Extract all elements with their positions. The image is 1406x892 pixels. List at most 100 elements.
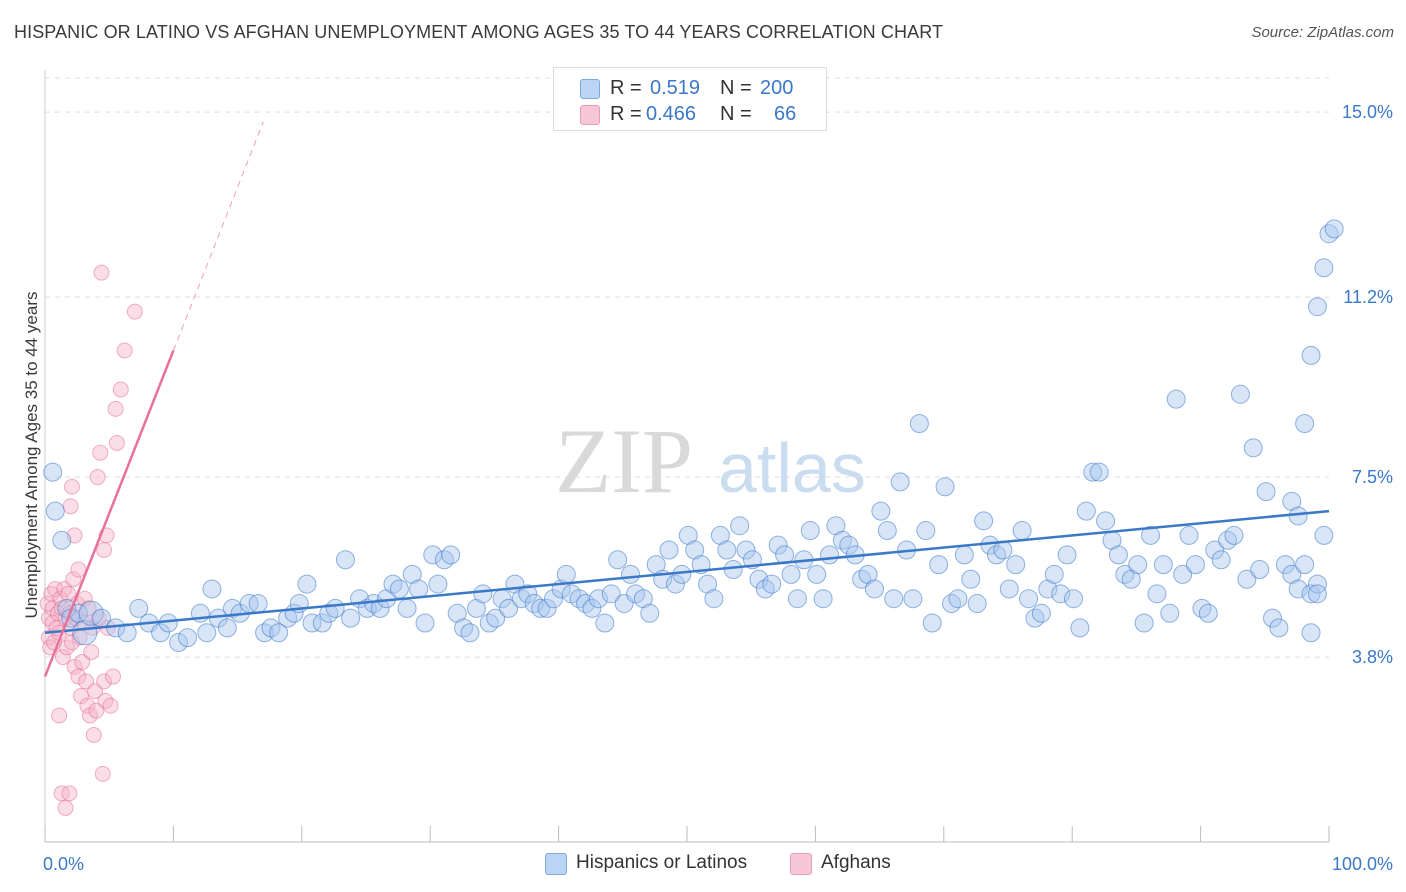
hispanic-point: [1288, 579, 1308, 599]
hispanic-point: [884, 589, 904, 609]
hispanic-point: [1108, 545, 1128, 565]
hispanic-point: [999, 579, 1019, 599]
y-tick-label: 15.0%: [1342, 102, 1393, 122]
hispanic-point: [961, 569, 981, 589]
hispanic-point: [1044, 564, 1064, 584]
hispanic-point: [1269, 618, 1289, 638]
legend-label: Hispanics or Latinos: [576, 852, 748, 873]
afghans-point: [63, 634, 80, 651]
hispanic-point: [1237, 569, 1257, 589]
afghans-point: [92, 444, 109, 461]
afghans-point: [76, 590, 93, 607]
y-tick-label: 11.2%: [1343, 287, 1393, 307]
chart-title: HISPANIC OR LATINO VS AFGHAN UNEMPLOYMEN…: [14, 22, 944, 42]
hispanic-point: [460, 623, 480, 643]
hispanic-point: [302, 613, 322, 633]
afghans-points: [39, 264, 143, 816]
hispanic-point: [736, 540, 756, 560]
r-value: 0.519: [650, 77, 701, 99]
afghans-point: [61, 785, 78, 802]
afghans-point: [105, 668, 122, 685]
y-tick-label: 7.5%: [1352, 467, 1393, 487]
hispanic-point: [1019, 589, 1039, 609]
afghans-point: [80, 600, 97, 617]
afghans-point: [57, 799, 74, 816]
hispanic-point: [1147, 584, 1167, 604]
hispanic-point: [974, 511, 994, 531]
hispanic-point: [473, 584, 493, 604]
hispanic-point: [1301, 345, 1321, 365]
hispanic-swatch: [545, 853, 567, 875]
hispanic-point: [45, 501, 65, 521]
hispanic-point: [948, 589, 968, 609]
r-label: R =: [610, 77, 642, 99]
correlation-legend: R = 0.519 N = 200 R = 0.466 N = 66: [553, 67, 827, 131]
hispanic-point: [43, 462, 63, 482]
x-tick-label: 100.0%: [1332, 854, 1393, 874]
source-label: Source: ZipAtlas.com: [1251, 24, 1394, 41]
hispanic-points: [43, 219, 1344, 652]
hispanic-point: [1192, 598, 1212, 618]
hispanic-point: [1089, 462, 1109, 482]
hispanic-point: [1301, 584, 1321, 604]
hispanic-point: [389, 579, 409, 599]
hispanic-point: [1250, 559, 1270, 579]
hispanic-point: [1070, 618, 1090, 638]
legend-label: Afghans: [821, 852, 891, 873]
hispanic-point: [518, 584, 538, 604]
hispanic-point: [1307, 574, 1327, 594]
afghans-point: [89, 469, 106, 486]
hispanic-point: [762, 574, 782, 594]
hispanic-point: [852, 569, 872, 589]
afghans-point: [70, 668, 87, 685]
hispanic-point: [537, 598, 557, 618]
hispanic-point: [511, 589, 531, 609]
hispanic-point: [1153, 555, 1173, 575]
hispanic-point: [1314, 525, 1334, 545]
afghans-point: [65, 571, 82, 588]
hispanic-point: [72, 620, 98, 646]
hispanic-point: [1173, 564, 1193, 584]
hispanic-point: [569, 589, 589, 609]
hispanic-point: [1324, 219, 1344, 239]
hispanic-point: [255, 623, 275, 643]
hispanic-point: [1307, 584, 1327, 604]
hispanic-point: [922, 613, 942, 633]
hispanic-point: [1096, 511, 1116, 531]
hispanic-point: [158, 613, 178, 633]
hispanic-point: [1243, 438, 1263, 458]
hispanic-point: [1134, 613, 1154, 633]
hispanic-point: [640, 603, 660, 623]
y-axis-title: Unemployment Among Ages 35 to 44 years: [22, 291, 41, 619]
hispanic-point: [986, 545, 1006, 565]
y-tick-label: 3.8%: [1352, 647, 1393, 667]
hispanic-point: [588, 589, 608, 609]
hispanic-point: [787, 589, 807, 609]
hispanic-point: [1288, 506, 1308, 526]
trend-lines: [43, 121, 1330, 678]
hispanic-point: [415, 613, 435, 633]
hispanic-point: [1179, 525, 1199, 545]
hispanic-point: [1057, 545, 1077, 565]
hispanic-point: [1301, 623, 1321, 643]
hispanic-point: [1063, 589, 1083, 609]
hispanic-point: [428, 574, 448, 594]
hispanic-point: [1275, 555, 1295, 575]
hispanic-point: [202, 579, 222, 599]
hispanic-point: [297, 574, 317, 594]
hispanic-point: [1218, 530, 1238, 550]
hispanic-point: [312, 613, 332, 633]
hispanic-point: [169, 632, 189, 652]
watermark-zip: ZIP: [555, 410, 693, 512]
hispanic-point: [730, 516, 750, 536]
hispanic-point: [370, 598, 390, 618]
hispanic-point: [1031, 603, 1051, 623]
hispanic-point: [1051, 584, 1071, 604]
hispanic-point: [1198, 603, 1218, 623]
hispanic-point: [197, 623, 217, 643]
afghans-point: [63, 478, 80, 495]
hispanic-point: [890, 472, 910, 492]
afghans-point: [93, 264, 110, 281]
hispanic-point: [1115, 564, 1135, 584]
hispanic-point: [1141, 525, 1161, 545]
